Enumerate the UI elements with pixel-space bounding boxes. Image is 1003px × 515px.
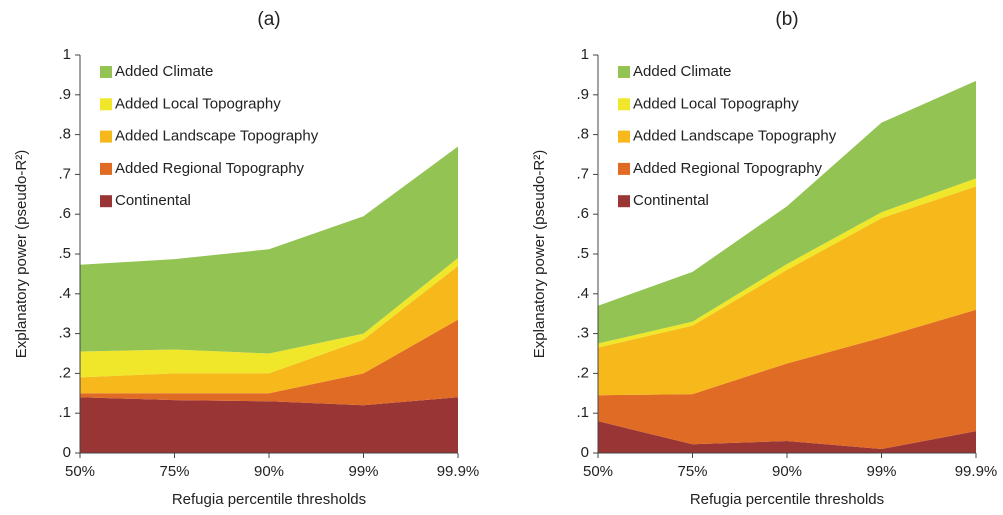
legend-label: Continental bbox=[633, 192, 709, 209]
y-tick-label: .7 bbox=[576, 165, 589, 182]
y-tick-label: .6 bbox=[576, 205, 589, 222]
legend-swatch bbox=[100, 162, 112, 175]
area bbox=[80, 319, 458, 406]
y-tick-label: .8 bbox=[58, 126, 71, 143]
x-tick-label: 99% bbox=[348, 463, 378, 480]
legend-label: Added Regional Topography bbox=[115, 160, 305, 177]
y-tick-label: .4 bbox=[58, 285, 71, 302]
y-tick-label: .1 bbox=[576, 404, 589, 421]
y-tick-label: .3 bbox=[58, 325, 71, 342]
y-tick-label: 0 bbox=[63, 444, 71, 461]
x-tick-label: 99.9% bbox=[955, 463, 998, 480]
y-tick-label: .9 bbox=[58, 86, 71, 103]
legend-swatch bbox=[618, 98, 630, 111]
y-tick-label: .2 bbox=[576, 364, 589, 381]
legend-label: Continental bbox=[115, 192, 191, 209]
y-tick-label: .1 bbox=[58, 404, 71, 421]
legend-swatch bbox=[100, 195, 112, 208]
legend-swatch bbox=[618, 66, 630, 78]
legend-swatch bbox=[618, 162, 630, 175]
y-tick-label: .5 bbox=[58, 245, 71, 262]
y-axis-title: Explanatory power (pseudo-R²) bbox=[531, 150, 548, 358]
y-tick-label: .5 bbox=[576, 245, 589, 262]
y-tick-label: .8 bbox=[576, 126, 589, 143]
legend-label: Added Landscape Topography bbox=[633, 128, 837, 145]
x-tick-label: 90% bbox=[254, 463, 284, 480]
legend-label: Added Climate bbox=[633, 63, 731, 80]
x-axis-title: Refugia percentile thresholds bbox=[172, 491, 366, 508]
y-tick-label: 1 bbox=[581, 46, 589, 63]
y-tick-label: .2 bbox=[58, 364, 71, 381]
y-tick-label: 0 bbox=[581, 444, 589, 461]
y-tick-label: .3 bbox=[576, 325, 589, 342]
legend-label: Added Climate bbox=[115, 63, 213, 80]
x-tick-label: 50% bbox=[583, 463, 613, 480]
area bbox=[598, 178, 976, 348]
y-tick-label: .4 bbox=[576, 285, 589, 302]
area bbox=[80, 397, 458, 453]
area bbox=[598, 80, 976, 344]
x-tick-label: 50% bbox=[65, 463, 95, 480]
legend-label: Added Regional Topography bbox=[633, 160, 823, 177]
legend-swatch bbox=[100, 66, 112, 78]
x-tick-label: 75% bbox=[677, 463, 707, 480]
area bbox=[598, 309, 976, 450]
area bbox=[80, 146, 458, 354]
x-tick-label: 90% bbox=[772, 463, 802, 480]
x-tick-label: 99% bbox=[866, 463, 896, 480]
area bbox=[80, 265, 458, 394]
legend-label: Added Local Topography bbox=[633, 95, 799, 112]
y-tick-label: 1 bbox=[63, 46, 71, 63]
y-tick-label: .6 bbox=[58, 205, 71, 222]
legend-swatch bbox=[100, 130, 112, 143]
y-axis-title: Explanatory power (pseudo-R²) bbox=[13, 150, 30, 358]
chart-title: (b) bbox=[775, 9, 798, 30]
legend-label: Added Local Topography bbox=[115, 95, 281, 112]
x-tick-label: 99.9% bbox=[437, 463, 480, 480]
y-tick-label: .9 bbox=[576, 86, 589, 103]
area bbox=[598, 186, 976, 396]
x-axis-title: Refugia percentile thresholds bbox=[690, 491, 884, 508]
y-tick-label: .7 bbox=[58, 165, 71, 182]
area bbox=[598, 421, 976, 453]
legend-swatch bbox=[618, 130, 630, 143]
legend-swatch bbox=[100, 98, 112, 111]
legend-label: Added Landscape Topography bbox=[115, 128, 319, 145]
chart-title: (a) bbox=[257, 9, 280, 30]
x-tick-label: 75% bbox=[159, 463, 189, 480]
legend-swatch bbox=[618, 195, 630, 208]
